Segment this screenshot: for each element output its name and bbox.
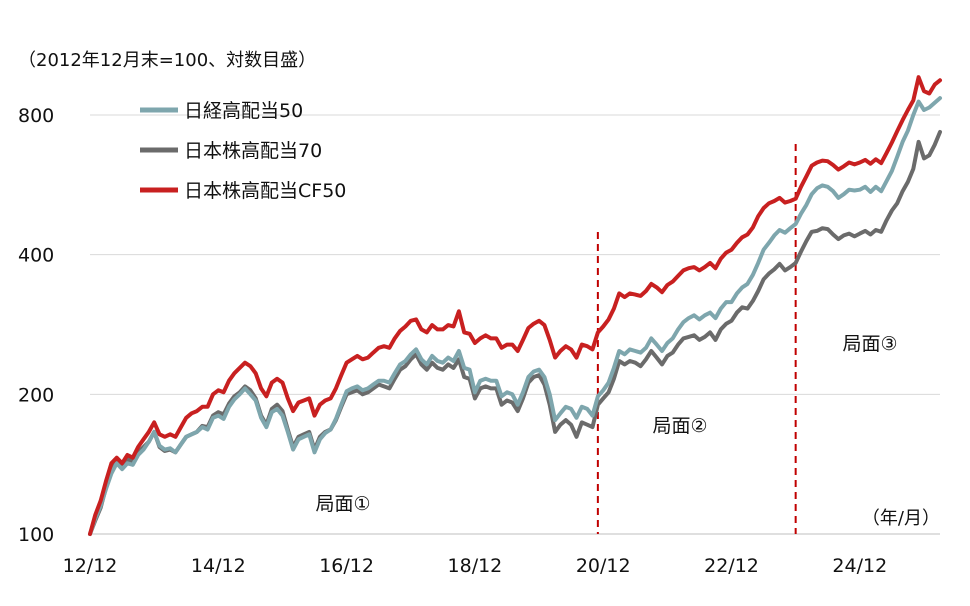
x-tick-label: 14/12	[191, 555, 246, 577]
y-tick-label: 800	[18, 105, 54, 127]
series-line-cf50	[88, 75, 942, 536]
y-tick-label: 400	[18, 245, 54, 267]
y-unit-label: （2012年12月末=100、対数目盛）	[18, 50, 316, 71]
phase-labels: 局面① 局面② 局面③	[315, 333, 897, 515]
x-tick-label: 22/12	[704, 555, 759, 577]
x-axis: 12/12 14/12 16/12 18/12 20/12 22/12 24/12	[63, 555, 888, 577]
phase-label: 局面①	[315, 493, 370, 515]
series-line-nikkei50	[88, 96, 942, 536]
x-tick-label: 24/12	[832, 555, 887, 577]
y-tick-label: 100	[18, 524, 54, 546]
x-tick-label: 20/12	[576, 555, 631, 577]
y-tick-label: 200	[18, 384, 54, 406]
gridlines	[90, 114, 940, 535]
legend-label-jpx70: 日本株高配当70	[184, 140, 322, 162]
x-unit-label: （年/月）	[862, 508, 940, 529]
legend-label-nikkei50: 日経高配当50	[184, 100, 303, 122]
legend-label-cf50: 日本株高配当CF50	[184, 180, 346, 202]
y-axis: 100 200 400 800	[18, 105, 54, 546]
x-tick-label: 18/12	[448, 555, 503, 577]
phase-label: 局面③	[842, 333, 897, 355]
x-tick-label: 12/12	[63, 555, 118, 577]
legend: 日経高配当50 日本株高配当70 日本株高配当CF50	[140, 100, 346, 202]
phase-dividers	[596, 144, 797, 534]
phase-label: 局面②	[652, 415, 707, 437]
series-lines	[88, 75, 942, 536]
x-tick-label: 16/12	[319, 555, 374, 577]
